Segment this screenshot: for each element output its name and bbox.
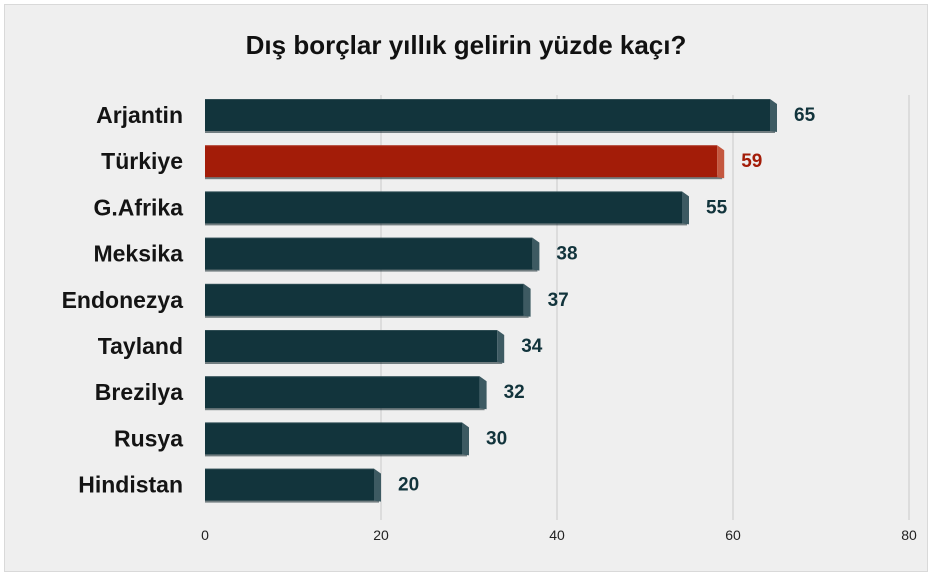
category-label: Tayland xyxy=(98,333,183,359)
bar xyxy=(205,191,682,224)
bar-end xyxy=(462,422,469,456)
bar-end xyxy=(770,99,777,132)
data-label: 34 xyxy=(521,336,543,357)
x-tick-label: 20 xyxy=(373,527,389,543)
bar-end xyxy=(523,283,531,317)
bar xyxy=(205,99,770,131)
data-label: 65 xyxy=(794,105,816,126)
category-label: Arjantin xyxy=(96,102,183,128)
x-tick-label: 80 xyxy=(901,527,917,543)
data-label: 37 xyxy=(548,290,569,311)
data-label: 20 xyxy=(398,475,419,496)
bar-end xyxy=(532,237,540,271)
bar xyxy=(205,330,498,362)
x-tick-label: 0 xyxy=(201,527,209,543)
data-label: 59 xyxy=(741,151,762,172)
bar-end xyxy=(497,330,505,363)
bar-end xyxy=(374,468,381,502)
x-tick-label: 60 xyxy=(725,527,741,543)
category-label: G.Afrika xyxy=(94,194,184,220)
x-tick-label: 40 xyxy=(549,527,565,543)
data-label: 32 xyxy=(504,382,525,403)
category-label: Meksika xyxy=(93,241,183,267)
category-label: Brezilya xyxy=(95,379,183,405)
category-label: Türkiye xyxy=(101,148,183,174)
bar-end xyxy=(717,145,725,179)
category-label: Rusya xyxy=(114,425,183,451)
category-label: Hindistan xyxy=(78,472,183,498)
bar-end xyxy=(479,376,487,410)
category-label: Endonezya xyxy=(62,287,184,313)
chart-title: Dış borçlar yıllık gelirin yüzde kaçı? xyxy=(245,30,687,60)
bar xyxy=(205,376,480,409)
bar-end xyxy=(682,191,689,225)
bar xyxy=(205,283,524,316)
bar xyxy=(205,237,533,270)
data-label: 30 xyxy=(486,428,507,449)
bar xyxy=(205,468,374,501)
bar xyxy=(205,422,462,455)
data-label: 55 xyxy=(706,197,728,218)
bar xyxy=(205,145,718,178)
data-label: 38 xyxy=(556,244,577,265)
